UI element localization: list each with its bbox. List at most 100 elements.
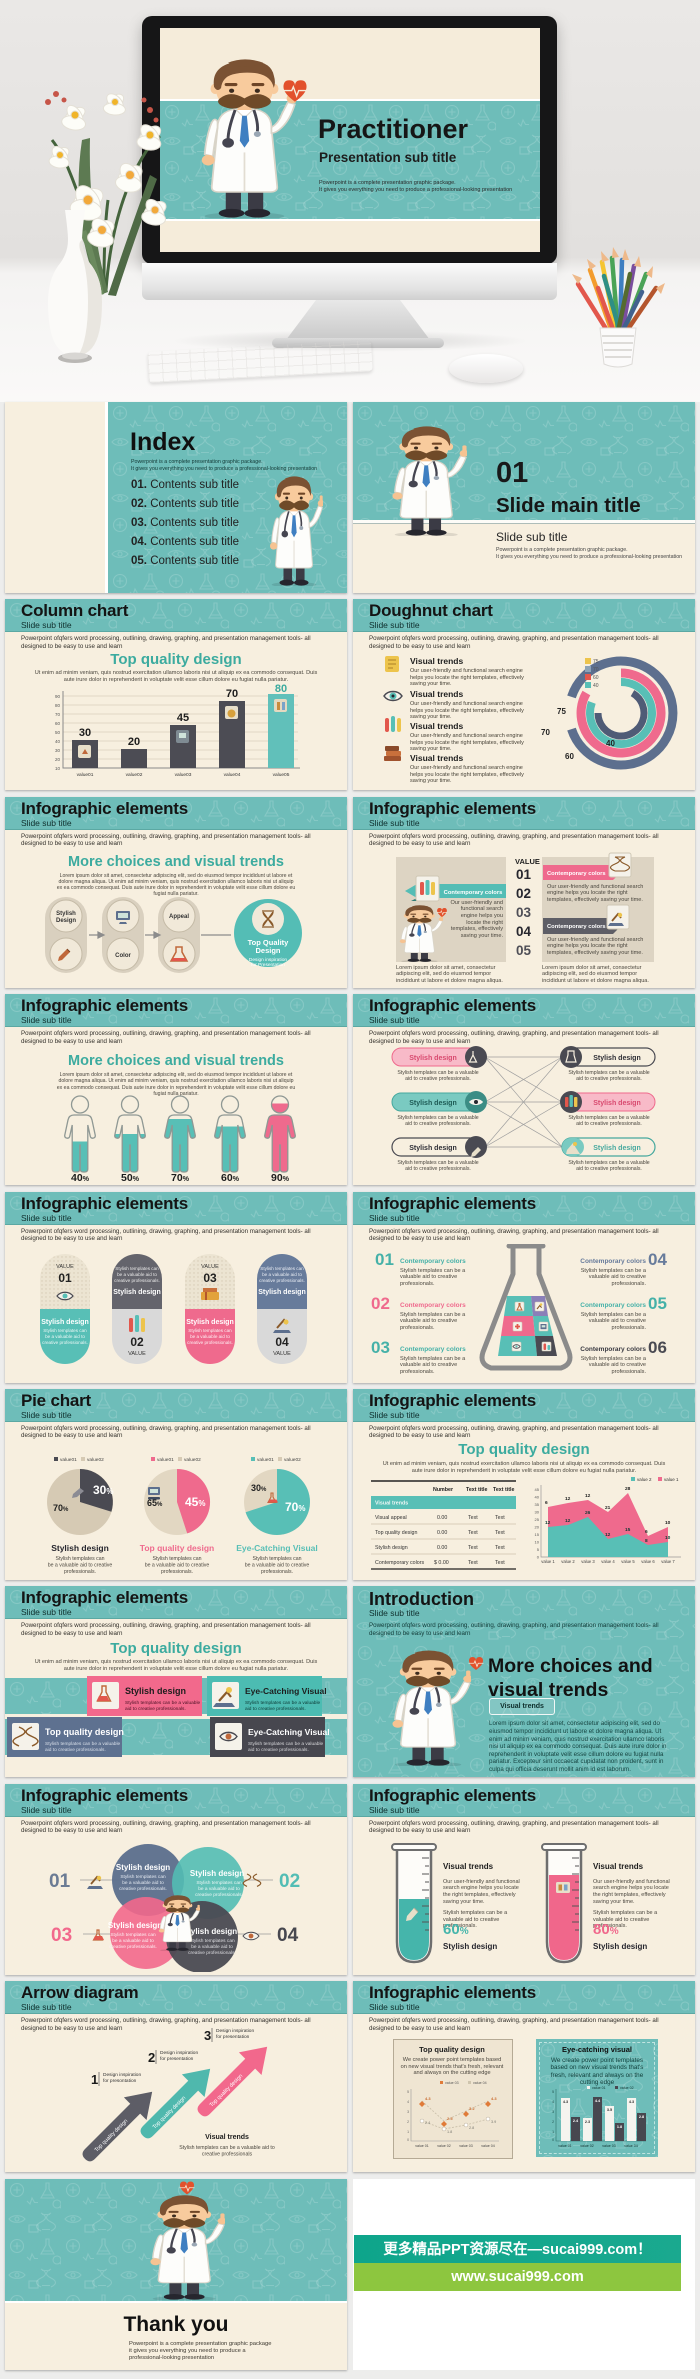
svg-text:0.00: 0.00: [437, 1530, 447, 1536]
svg-text:be a valuable aid to: be a valuable aid to: [117, 1272, 157, 1277]
svg-text:2: 2: [407, 2120, 409, 2124]
svg-text:creative professionals: creative professionals: [202, 2152, 253, 2158]
svg-text:60%: 60%: [221, 1172, 240, 1182]
svg-text:4.3: 4.3: [563, 2100, 568, 2104]
svg-text:02: 02: [279, 1871, 300, 1892]
svg-text:value 04: value 04: [481, 2144, 495, 2148]
svg-text:Stylish templates can be a val: Stylish templates can be a valuable aid …: [179, 2145, 275, 2151]
svg-text:70%: 70%: [171, 1172, 190, 1182]
svg-text:value 5: value 5: [621, 1559, 635, 1564]
svg-text:creative professionals.: creative professionals.: [109, 1944, 157, 1950]
svg-text:$ 0.00: $ 0.00: [434, 1560, 449, 1566]
svg-text:value 2: value 2: [637, 1477, 652, 1482]
svg-text:value 2: value 2: [561, 1559, 575, 1564]
svg-text:15: 15: [535, 1532, 540, 1537]
svg-text:20: 20: [535, 1525, 540, 1530]
svg-text:20: 20: [128, 736, 140, 748]
svg-text:70: 70: [541, 728, 550, 737]
svg-text:VALUE: VALUE: [128, 1351, 146, 1357]
svg-text:value04: value04: [224, 772, 241, 778]
svg-text:21: 21: [605, 1505, 611, 1511]
svg-text:1: 1: [552, 2130, 554, 2134]
svg-text:3.5: 3.5: [607, 2108, 612, 2112]
svg-text:value 1: value 1: [664, 1477, 679, 1482]
svg-text:45: 45: [535, 1487, 540, 1492]
svg-text:be a valuable aid to: be a valuable aid to: [122, 1880, 164, 1886]
svg-text:VALUE: VALUE: [273, 1351, 291, 1357]
svg-text:50: 50: [55, 730, 61, 735]
svg-text:3.9: 3.9: [491, 2120, 496, 2124]
svg-text:3: 3: [552, 2110, 554, 2114]
svg-text:Stylish: Stylish: [56, 911, 76, 917]
svg-text:20: 20: [55, 757, 61, 762]
svg-text:VALUE: VALUE: [201, 1264, 219, 1270]
svg-text:6: 6: [645, 1529, 648, 1535]
svg-text:75: 75: [593, 659, 599, 665]
svg-text:Stylish templates can: Stylish templates can: [252, 1556, 301, 1562]
svg-text:90%: 90%: [271, 1172, 290, 1182]
svg-text:Stylish templates can be a val: Stylish templates can be a valuable: [397, 1115, 478, 1121]
svg-text:Text title: Text title: [493, 1487, 514, 1493]
svg-text:2: 2: [148, 2050, 155, 2065]
svg-text:6: 6: [545, 1500, 548, 1506]
svg-text:Stylish design: Stylish design: [593, 1100, 640, 1107]
svg-text:value01: value01: [257, 1457, 274, 1463]
svg-text:70: 70: [593, 667, 599, 673]
svg-text:Top quality design: Top quality design: [375, 1530, 417, 1536]
svg-text:Contemporary colors: Contemporary colors: [547, 924, 606, 930]
svg-text:Stylish design: Stylish design: [593, 1055, 640, 1062]
svg-text:Design inspiration: Design inspiration: [103, 2072, 141, 2078]
svg-text:value05: value05: [273, 772, 290, 778]
svg-text:Stylish templates can: Stylish templates can: [188, 1328, 232, 1333]
svg-text:30: 30: [79, 727, 91, 739]
svg-text:VALUE: VALUE: [56, 1264, 74, 1270]
svg-text:Stylish templates can: Stylish templates can: [260, 1266, 304, 1271]
svg-text:be a valuable aid to creative: be a valuable aid to creative: [245, 1563, 310, 1569]
svg-text:Stylish design: Stylish design: [593, 1145, 640, 1152]
svg-text:Stylish design: Stylish design: [116, 1863, 170, 1872]
svg-text:25: 25: [535, 1517, 540, 1522]
svg-text:70%: 70%: [53, 1503, 69, 1513]
svg-text:Stylish design: Stylish design: [186, 1319, 233, 1326]
svg-text:1: 1: [407, 2130, 409, 2134]
svg-text:10: 10: [665, 1520, 671, 1526]
svg-text:value02: value02: [126, 772, 143, 778]
svg-text:Visual trends: Visual trends: [375, 1501, 408, 1507]
svg-text:aid to creative professionals.: aid to creative professionals.: [576, 1076, 642, 1082]
svg-text:Stylish templates can be a val: Stylish templates can be a valuable: [397, 1160, 478, 1166]
svg-text:be a valuable aid to: be a valuable aid to: [262, 1272, 302, 1277]
svg-text:26: 26: [585, 1510, 591, 1516]
svg-text:Text: Text: [468, 1530, 478, 1536]
svg-text:be a valuable aid to creative: be a valuable aid to creative: [48, 1563, 113, 1569]
svg-text:10: 10: [665, 1535, 671, 1541]
svg-text:4: 4: [552, 2100, 554, 2104]
svg-text:0.00: 0.00: [437, 1545, 447, 1551]
svg-text:40: 40: [606, 739, 615, 748]
svg-text:be a valuable aid to: be a valuable aid to: [112, 1938, 154, 1944]
svg-text:Visual appeal: Visual appeal: [375, 1515, 407, 1521]
svg-text:Stylish design: Stylish design: [409, 1055, 456, 1062]
svg-text:Number: Number: [433, 1487, 453, 1493]
svg-text:value02: value02: [284, 1457, 301, 1463]
svg-text:Stylish design: Stylish design: [190, 1869, 244, 1878]
svg-text:2.8: 2.8: [639, 2115, 644, 2119]
svg-text:02: 02: [130, 1335, 144, 1349]
svg-text:Stylish templates can be a val: Stylish templates can be a valuable: [568, 1160, 649, 1166]
svg-text:value01: value01: [77, 772, 94, 778]
svg-text:40: 40: [55, 739, 61, 744]
svg-text:30%: 30%: [93, 1483, 113, 1497]
svg-text:Stylish design: Stylish design: [108, 1921, 162, 1930]
svg-text:2: 2: [552, 2120, 554, 2124]
svg-text:Contemporary colors: Contemporary colors: [547, 871, 606, 877]
svg-text:Text: Text: [468, 1515, 478, 1521]
svg-text:value 03: value 03: [602, 2144, 616, 2148]
svg-text:Stylish design: Stylish design: [41, 1319, 88, 1326]
svg-text:4.4: 4.4: [595, 2099, 601, 2103]
svg-text:0: 0: [407, 2138, 409, 2142]
svg-text:65%: 65%: [147, 1498, 163, 1508]
svg-text:35: 35: [535, 1502, 540, 1507]
svg-text:value02: value02: [87, 1457, 104, 1463]
svg-text:12: 12: [605, 1532, 611, 1538]
svg-text:Stylish templates can: Stylish templates can: [110, 1932, 156, 1938]
svg-text:Stylish templates can: Stylish templates can: [120, 1874, 166, 1880]
